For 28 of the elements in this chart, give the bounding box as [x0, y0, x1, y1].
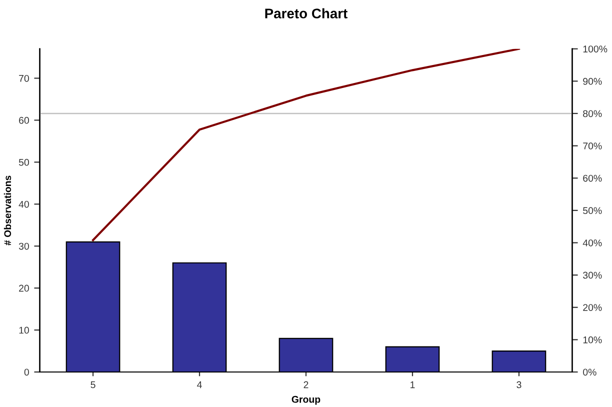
- y-tick-label: 20: [19, 284, 29, 292]
- y-axis-title: # Observations: [4, 176, 12, 246]
- y2-tick-label: 30%: [583, 272, 602, 279]
- y-tick-label: 30: [18, 242, 29, 250]
- y-tick-label: 40: [18, 200, 29, 208]
- y-tick-label: 50: [18, 158, 29, 166]
- x-tick-label: 5: [90, 381, 96, 388]
- y2-tick-label: 10%: [583, 336, 602, 344]
- y2-tick-label: 40%: [582, 239, 602, 246]
- y-tick-label: 60: [19, 116, 29, 124]
- y2-tick-label: 50%: [583, 207, 602, 214]
- y2-tick-label: 60%: [583, 174, 602, 182]
- x-tick-label: 3: [516, 381, 522, 388]
- x-tick-label: 2: [304, 381, 308, 388]
- x-tick-label: 1: [410, 381, 415, 388]
- y2-tick-label: 0%: [583, 368, 596, 376]
- y-tick-label: 70: [19, 74, 29, 82]
- y2-tick-label: 80%: [583, 110, 602, 118]
- y-tick-label: 0: [24, 368, 29, 376]
- y2-tick-label: 20%: [583, 304, 602, 311]
- x-axis-title: Group: [292, 396, 320, 405]
- y2-tick-label: 70%: [583, 142, 602, 150]
- x-tick-label: 4: [197, 381, 202, 388]
- line-series: [92, 48, 520, 242]
- chart-title: Pareto Chart: [265, 8, 348, 18]
- y-tick-label: 10: [19, 326, 29, 334]
- y2-tick-label: 90%: [583, 78, 602, 85]
- y2-tick-label: 100%: [583, 46, 608, 52]
